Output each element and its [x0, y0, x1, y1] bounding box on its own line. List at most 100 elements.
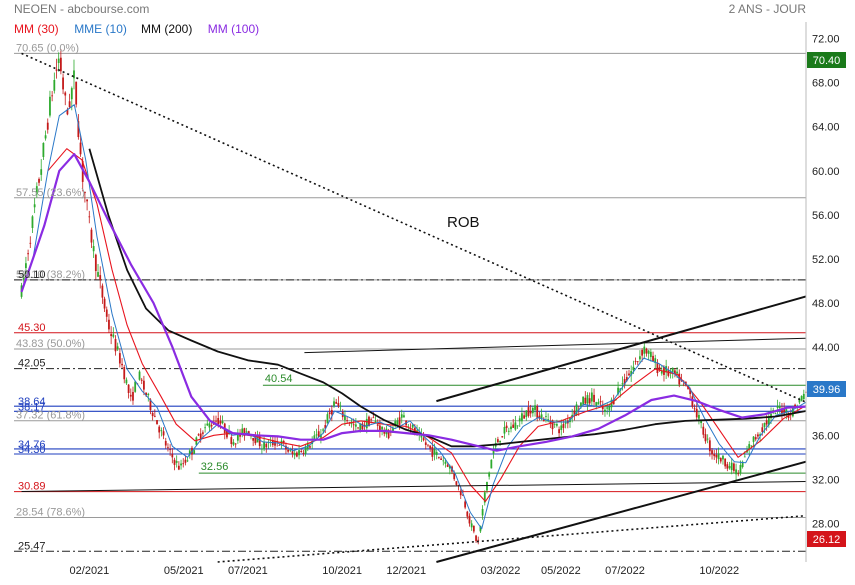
candle-body-308 [693, 408, 696, 410]
candle-body-345 [774, 413, 777, 415]
green-level-label-1: 32.56 [201, 461, 229, 473]
y-tick-label-1: 68.00 [812, 78, 840, 90]
candle-body-75 [184, 459, 187, 463]
candle-body-347 [778, 405, 781, 409]
trendline-channel-top [436, 295, 807, 403]
candle-body-103 [245, 431, 248, 433]
candle-body-84 [204, 427, 206, 429]
candle-body-11 [44, 135, 47, 139]
candle-body-275 [621, 383, 624, 385]
candle-body-350 [785, 409, 788, 413]
candle-body-285 [643, 346, 646, 354]
candle-body-348 [781, 409, 783, 414]
candle-body-96 [230, 437, 233, 445]
candle-body-58 [147, 393, 150, 396]
candle-body-311 [700, 420, 703, 424]
candle-body-140 [326, 414, 329, 424]
candle-body-69 [171, 453, 174, 458]
candle-body-8 [38, 178, 40, 183]
x-tick-label-7: 07/2022 [605, 565, 645, 577]
candle-body-325 [730, 462, 733, 471]
candle-body-183 [420, 434, 423, 438]
candle-body-198 [453, 473, 456, 480]
candle-body-331 [743, 456, 746, 458]
y-tick-label-7: 44.00 [812, 342, 840, 354]
trendline-support-thin [21, 481, 807, 492]
candle-body-319 [717, 453, 720, 460]
trendline-downtrend [21, 52, 807, 403]
candle-body-10 [42, 142, 45, 157]
candle-body-5 [31, 216, 34, 228]
candle-body-216 [492, 449, 495, 454]
green-level-label-0: 40.54 [265, 373, 293, 385]
candle-body-210 [479, 525, 482, 532]
candle-body-26 [77, 121, 80, 138]
candle-body-102 [243, 428, 246, 437]
candle-body-185 [424, 442, 427, 445]
candle-body-101 [241, 428, 244, 434]
candle-body-237 [538, 415, 541, 419]
candle-body-72 [177, 465, 180, 470]
candle-body-226 [514, 422, 517, 430]
low-price-badge-text: 26.12 [813, 534, 841, 546]
candle-body-189 [433, 449, 436, 455]
candle-body-269 [608, 406, 611, 411]
candle-body-231 [525, 410, 528, 418]
candle-body-287 [647, 350, 650, 354]
candle-body-52 [134, 381, 137, 392]
trendline-resistance-thin [304, 337, 807, 354]
candle-body-286 [645, 348, 648, 354]
candle-body-323 [726, 464, 729, 469]
candle-body-33 [92, 246, 95, 252]
candle-body-301 [678, 373, 681, 385]
x-tick-label-8: 10/2022 [699, 565, 739, 577]
candle-body-190 [435, 452, 438, 456]
fib-label-5: 28.54 (78.6%) [16, 506, 85, 518]
ma-line-mm200 [88, 148, 807, 448]
candle-body-305 [687, 387, 689, 389]
candle-body-172 [396, 420, 399, 425]
candle-body-3 [27, 253, 29, 255]
candle-body-336 [754, 437, 757, 440]
candle-body-265 [599, 401, 602, 403]
y-tick-label-6: 48.00 [812, 298, 840, 310]
candle-body-306 [689, 388, 692, 395]
candle-body-239 [542, 418, 545, 422]
candle-body-204 [466, 511, 469, 517]
candle-body-2 [25, 263, 27, 269]
candle-body-59 [149, 399, 152, 410]
candle-body-157 [363, 424, 366, 427]
candle-body-298 [671, 367, 674, 373]
y-tick-label-0: 72.00 [812, 34, 840, 46]
candle-body-146 [339, 405, 342, 407]
candle-body-238 [540, 414, 543, 418]
candle-body-256 [580, 402, 582, 406]
candle-body-312 [702, 426, 705, 435]
candle-body-200 [457, 484, 460, 486]
candle-body-268 [606, 407, 609, 409]
candle-body-245 [555, 424, 558, 426]
candle-body-246 [558, 429, 560, 434]
candle-body-15 [53, 80, 56, 91]
candle-body-91 [219, 421, 222, 424]
candle-body-276 [623, 379, 626, 385]
candle-body-7 [35, 186, 38, 195]
candle-body-356 [798, 399, 801, 403]
moving-averages-layer [20, 104, 807, 530]
blue-level-label-3: 34.30 [18, 444, 46, 456]
candle-body-106 [252, 437, 255, 441]
candle-body-23 [70, 88, 73, 100]
x-tick-label-4: 12/2021 [386, 565, 426, 577]
candle-body-206 [470, 523, 473, 528]
candle-body-220 [501, 436, 504, 438]
last-price-badge [807, 381, 846, 397]
candle-body-282 [636, 361, 639, 363]
candle-body-30 [86, 199, 88, 202]
candle-body-99 [236, 433, 239, 441]
candle-body-156 [361, 423, 364, 430]
y-tick-label-4: 56.00 [812, 210, 840, 222]
candle-body-60 [151, 412, 154, 417]
candle-body-243 [551, 420, 554, 430]
candle-body-12 [46, 122, 49, 130]
candle-body-324 [728, 466, 731, 469]
